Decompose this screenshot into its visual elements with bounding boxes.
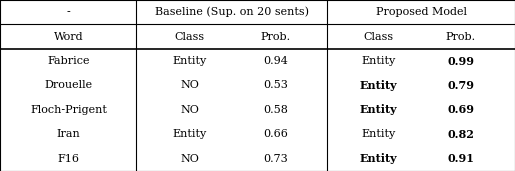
Text: 0.79: 0.79 — [448, 80, 474, 91]
Text: 0.99: 0.99 — [448, 56, 474, 67]
Text: NO: NO — [180, 105, 199, 115]
Text: NO: NO — [180, 81, 199, 90]
Text: Word: Word — [54, 32, 83, 42]
Text: Entity: Entity — [173, 129, 207, 139]
Text: 0.53: 0.53 — [263, 81, 288, 90]
Text: 0.73: 0.73 — [263, 154, 288, 164]
Text: 0.91: 0.91 — [448, 153, 474, 164]
Text: 0.58: 0.58 — [263, 105, 288, 115]
Text: Fabrice: Fabrice — [47, 56, 90, 66]
Text: Entity: Entity — [362, 129, 396, 139]
Text: Prob.: Prob. — [261, 32, 290, 42]
Text: Entity: Entity — [359, 153, 398, 164]
Text: 0.69: 0.69 — [448, 104, 474, 115]
Text: 0.94: 0.94 — [263, 56, 288, 66]
Text: Entity: Entity — [362, 56, 396, 66]
Text: Entity: Entity — [359, 104, 398, 115]
Text: 0.66: 0.66 — [263, 129, 288, 139]
Text: 0.82: 0.82 — [448, 129, 474, 140]
Text: -: - — [66, 7, 70, 17]
Text: Class: Class — [364, 32, 393, 42]
Text: Baseline (Sup. on 20 sents): Baseline (Sup. on 20 sents) — [154, 7, 309, 17]
Text: F16: F16 — [58, 154, 79, 164]
Text: Proposed Model: Proposed Model — [375, 7, 467, 17]
Text: Drouelle: Drouelle — [44, 81, 93, 90]
Text: Class: Class — [175, 32, 204, 42]
Text: Entity: Entity — [359, 80, 398, 91]
Text: NO: NO — [180, 154, 199, 164]
Text: Iran: Iran — [57, 129, 80, 139]
Text: Floch-Prigent: Floch-Prigent — [30, 105, 107, 115]
Text: Entity: Entity — [173, 56, 207, 66]
Text: Prob.: Prob. — [446, 32, 476, 42]
